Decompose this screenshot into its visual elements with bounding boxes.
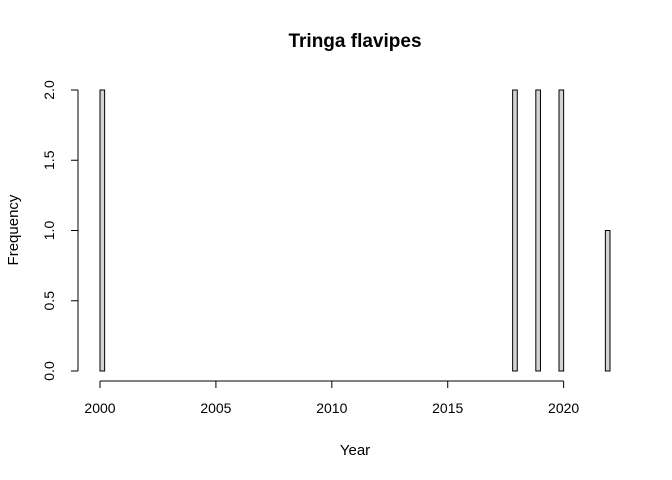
y-tick-label: 1.5 [41,150,57,170]
x-tick-label: 2015 [432,400,463,416]
histogram-bar [535,89,541,372]
y-tick-label: 2.0 [41,80,57,100]
y-axis-label: Frequency [5,194,22,265]
histogram-bar [99,89,106,372]
x-tick-label: 2005 [200,400,231,416]
y-tick-label: 0.5 [41,291,57,311]
histogram-bar [512,89,518,372]
x-tick-label: 2000 [84,400,115,416]
bars-layer [99,89,611,372]
histogram-bar [558,89,565,372]
y-tick-label: 0.0 [41,361,57,381]
histogram-bar [604,230,611,372]
chart-title: Tringa flavipes [288,31,421,52]
x-axis: 2000 2005 2010 2015 2020 [84,380,579,416]
x-tick-label: 2020 [548,400,579,416]
x-axis-label: Year [340,442,370,459]
y-axis: 0.0 0.5 1.0 1.5 2.0 [41,80,79,381]
y-tick-label: 1.0 [41,221,57,241]
x-tick-label: 2010 [316,400,347,416]
